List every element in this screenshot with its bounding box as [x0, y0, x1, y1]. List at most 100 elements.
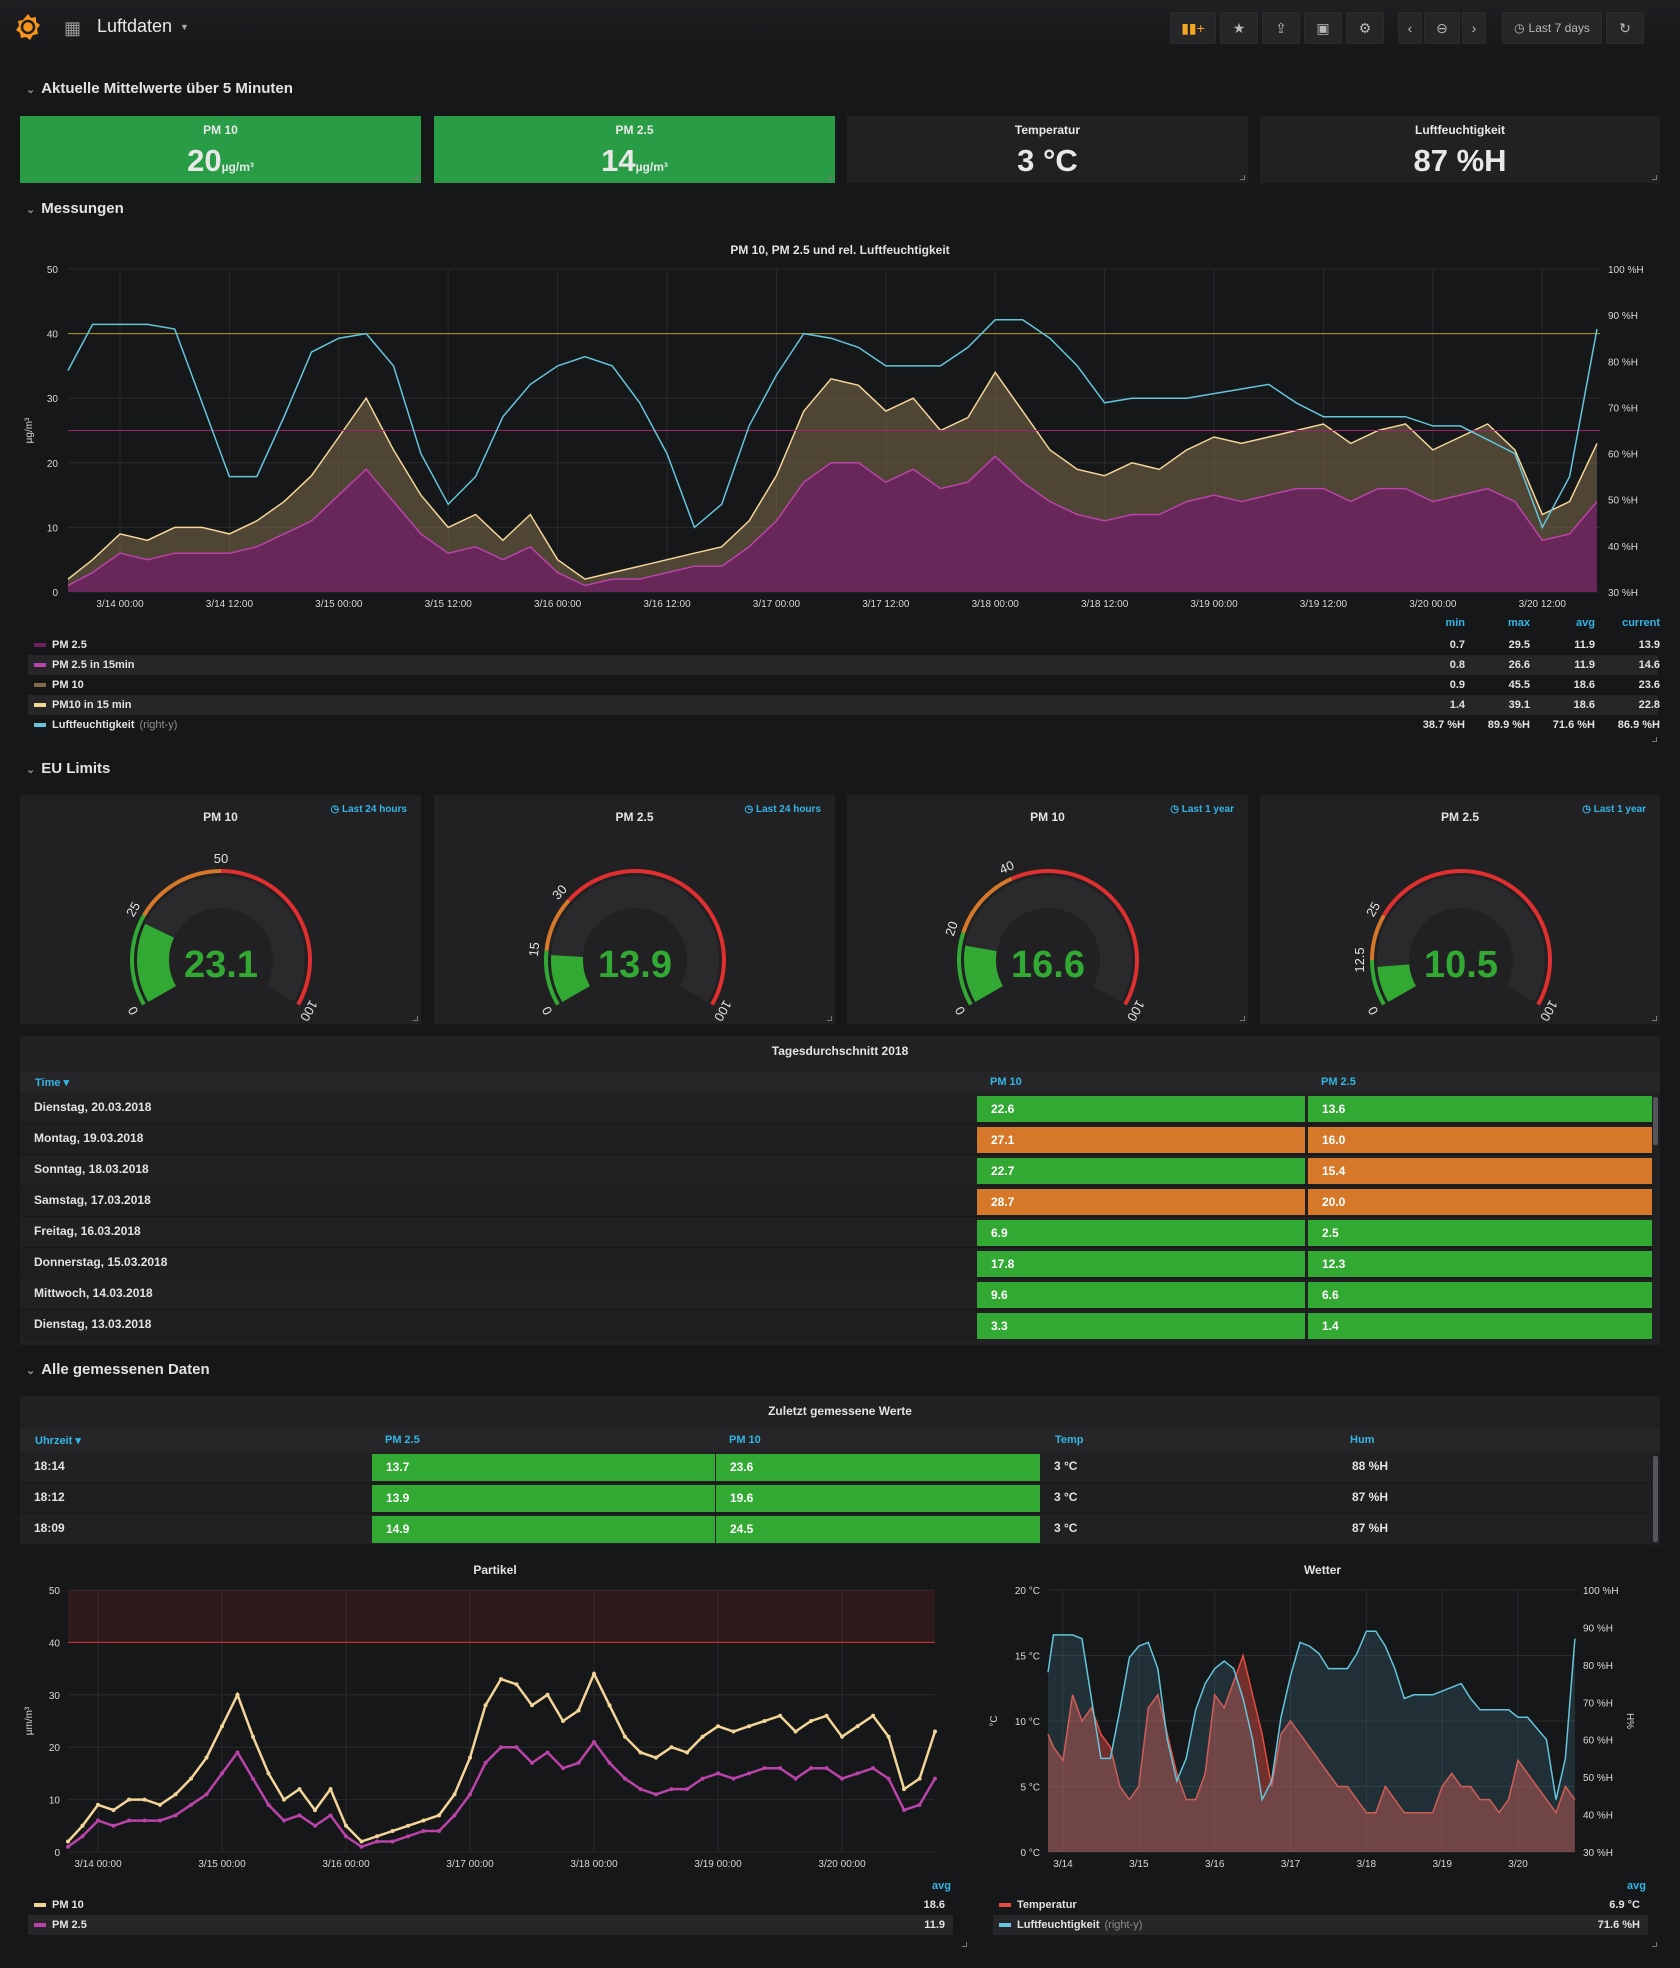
row-title: Alle gemessenen Daten — [41, 1361, 210, 1378]
legend-item[interactable]: PM 2.5 11.9 — [28, 1915, 953, 1935]
data-point — [933, 1729, 937, 1734]
gauge-tick-label: 40 — [997, 857, 1016, 877]
legend-column-header[interactable]: avg — [1627, 1880, 1646, 1892]
save-icon: ▣ — [1316, 19, 1330, 36]
grafana-logo-icon[interactable] — [14, 12, 42, 42]
data-point — [685, 1787, 690, 1792]
resize-handle[interactable] — [1652, 1016, 1657, 1021]
table-row[interactable]: 18:14 13.7 23.6 3 °C 88 %H — [20, 1452, 1652, 1483]
scrollbar[interactable] — [1653, 1456, 1658, 1542]
table-row[interactable]: 18:09 14.9 24.5 3 °C 87 %H — [20, 1514, 1652, 1545]
cell-time: Mittwoch, 14.03.2018 — [34, 1286, 153, 1300]
star-button[interactable]: ★ — [1220, 12, 1258, 44]
dashboards-grid-icon[interactable]: ▦ — [64, 18, 82, 38]
legend-item[interactable]: Luftfeuchtigkeit (right-y) 38.7 %H 89.9 %H 7… — [28, 715, 1660, 735]
resize-handle[interactable] — [962, 1942, 967, 1947]
time-forward-button[interactable]: › — [1462, 12, 1486, 44]
data-point — [251, 1734, 256, 1739]
stat-title: Luftfeuchtigkeit — [1415, 123, 1505, 137]
table-row[interactable]: Samstag, 17.03.2018 28.7 20.0 — [20, 1186, 1652, 1217]
gauge-panel: PM 10 ◷ Last 1 year 0 20 40 100 16.6 — [847, 795, 1248, 1024]
row-header-messungen[interactable]: ⌄ Messungen — [26, 200, 124, 217]
legend-value: 89.9 %H — [1487, 719, 1530, 731]
data-point — [297, 1787, 302, 1792]
data-point — [592, 1671, 597, 1676]
refresh-button[interactable]: ↻ — [1606, 12, 1644, 44]
column-header-pm10[interactable]: PM 10 — [729, 1434, 761, 1446]
data-point — [282, 1818, 287, 1823]
column-header-temp[interactable]: Temp — [1055, 1434, 1084, 1446]
wetter-chart[interactable]: 0 °C 5 °C 10 °C 15 °C 20 °C 30 %H 40 %H 50 %H 60… — [985, 1555, 1660, 1875]
column-header-hum[interactable]: Hum — [1350, 1434, 1375, 1446]
row-header-all-data[interactable]: ⌄ Alle gemessenen Daten — [26, 1361, 210, 1378]
column-header-time[interactable]: Time ▾ — [35, 1077, 70, 1089]
settings-button[interactable]: ⚙ — [1346, 12, 1384, 44]
time-back-button[interactable]: ‹ — [1398, 12, 1422, 44]
gauge-threshold-band — [544, 899, 571, 951]
legend-column-header[interactable]: avg — [1576, 617, 1595, 629]
resize-handle[interactable] — [413, 1016, 418, 1021]
table-row[interactable]: Sonntag, 18.03.2018 22.7 15.4 — [20, 1155, 1652, 1186]
legend-column-header[interactable]: min — [1445, 617, 1465, 629]
cell-time: 18:14 — [34, 1459, 65, 1473]
resize-handle[interactable] — [1240, 1016, 1245, 1021]
x-tick-label: 3/20 00:00 — [818, 1859, 866, 1870]
legend-item[interactable]: PM 2.5 0.7 29.5 11.9 13.9 — [28, 635, 1660, 655]
column-header-pm10[interactable]: PM 10 — [990, 1076, 1022, 1088]
row-header-eu-limits[interactable]: ⌄ EU Limits — [26, 760, 110, 777]
legend-item[interactable]: PM 10 18.6 — [28, 1895, 953, 1915]
save-button[interactable]: ▣ — [1304, 12, 1342, 44]
scrollbar[interactable] — [1653, 1097, 1658, 1145]
legend-item[interactable]: PM10 in 15 min 1.4 39.1 18.6 22.8 — [28, 695, 1660, 715]
legend-item[interactable]: Luftfeuchtigkeit (right-y) 71.6 %H — [993, 1915, 1648, 1935]
dashboard-title[interactable]: Luftdaten — [97, 16, 173, 36]
data-point — [809, 1766, 814, 1771]
table-row[interactable]: Dienstag, 13.03.2018 3.3 1.4 — [20, 1310, 1652, 1340]
legend-item[interactable]: PM 10 0.9 45.5 18.6 23.6 — [28, 675, 1660, 695]
resize-handle[interactable] — [1652, 175, 1657, 180]
share-button[interactable]: ⇪ — [1262, 12, 1300, 44]
resize-handle[interactable] — [1240, 175, 1245, 180]
table-row[interactable]: Donnerstag, 15.03.2018 17.8 12.3 — [20, 1248, 1652, 1279]
y2-tick-label: 40 %H — [1608, 542, 1638, 553]
row-header-current[interactable]: ⌄ Aktuelle Mittelwerte über 5 Minuten — [26, 80, 293, 97]
data-point — [933, 1776, 937, 1781]
x-tick-label: 3/17 12:00 — [862, 599, 910, 610]
legend-value: 45.5 — [1508, 679, 1530, 691]
zoom-out-button[interactable]: ⊖ — [1424, 12, 1460, 44]
table-row[interactable]: Montag, 19.03.2018 27.1 16.0 — [20, 1124, 1652, 1155]
legend-column-header[interactable]: max — [1507, 617, 1530, 629]
legend-item[interactable]: Temperatur 6.9 °C — [993, 1895, 1648, 1915]
time-picker-button[interactable]: ◷ Last 7 days — [1502, 12, 1602, 44]
column-header-pm25[interactable]: PM 2.5 — [385, 1434, 420, 1446]
data-point — [111, 1823, 116, 1828]
data-point — [545, 1692, 550, 1697]
cell-time: Montag, 19.03.2018 — [34, 1131, 144, 1145]
legend-column-header[interactable]: avg — [932, 1880, 951, 1892]
resize-handle[interactable] — [827, 1016, 832, 1021]
data-point — [638, 1750, 643, 1755]
partikel-chart[interactable]: 0 10 20 30 40 50 3/14 00:00 3/15 00:00 3/16 00:0… — [20, 1555, 970, 1875]
table-row[interactable]: Mittwoch, 14.03.2018 9.6 6.6 — [20, 1279, 1652, 1310]
series-area — [1048, 1631, 1575, 1852]
table-row[interactable]: Dienstag, 20.03.2018 22.6 13.6 — [20, 1093, 1652, 1124]
gauge-tick-label: 50 — [214, 851, 228, 866]
data-point — [871, 1766, 876, 1771]
panel-title: PM 10 — [1030, 810, 1065, 824]
resize-handle[interactable] — [1652, 737, 1657, 742]
resize-handle[interactable] — [1652, 1942, 1657, 1947]
row-title: Aktuelle Mittelwerte über 5 Minuten — [41, 80, 293, 97]
main-chart[interactable]: 0 10 20 30 40 50 30 %H 40 %H 50 %H 60 %H 70 %H 80 %… — [20, 235, 1660, 615]
caret-down-icon[interactable]: ▼ — [180, 22, 189, 32]
resize-handle[interactable] — [827, 175, 832, 180]
resize-handle[interactable] — [413, 175, 418, 180]
data-point — [902, 1787, 907, 1792]
legend-item[interactable]: PM 2.5 in 15min 0.8 26.6 11.9 14.6 — [28, 655, 1660, 675]
table-row[interactable]: 18:12 13.9 19.6 3 °C 87 %H — [20, 1483, 1652, 1514]
column-header-time[interactable]: Uhrzeit ▾ — [35, 1435, 81, 1447]
cell-pm25: 13.7 — [372, 1454, 715, 1481]
column-header-pm25[interactable]: PM 2.5 — [1321, 1076, 1356, 1088]
legend-column-header[interactable]: current — [1622, 617, 1660, 629]
table-row[interactable]: Freitag, 16.03.2018 6.9 2.5 — [20, 1217, 1652, 1248]
add-panel-button[interactable]: ▮▮+ — [1170, 12, 1216, 44]
